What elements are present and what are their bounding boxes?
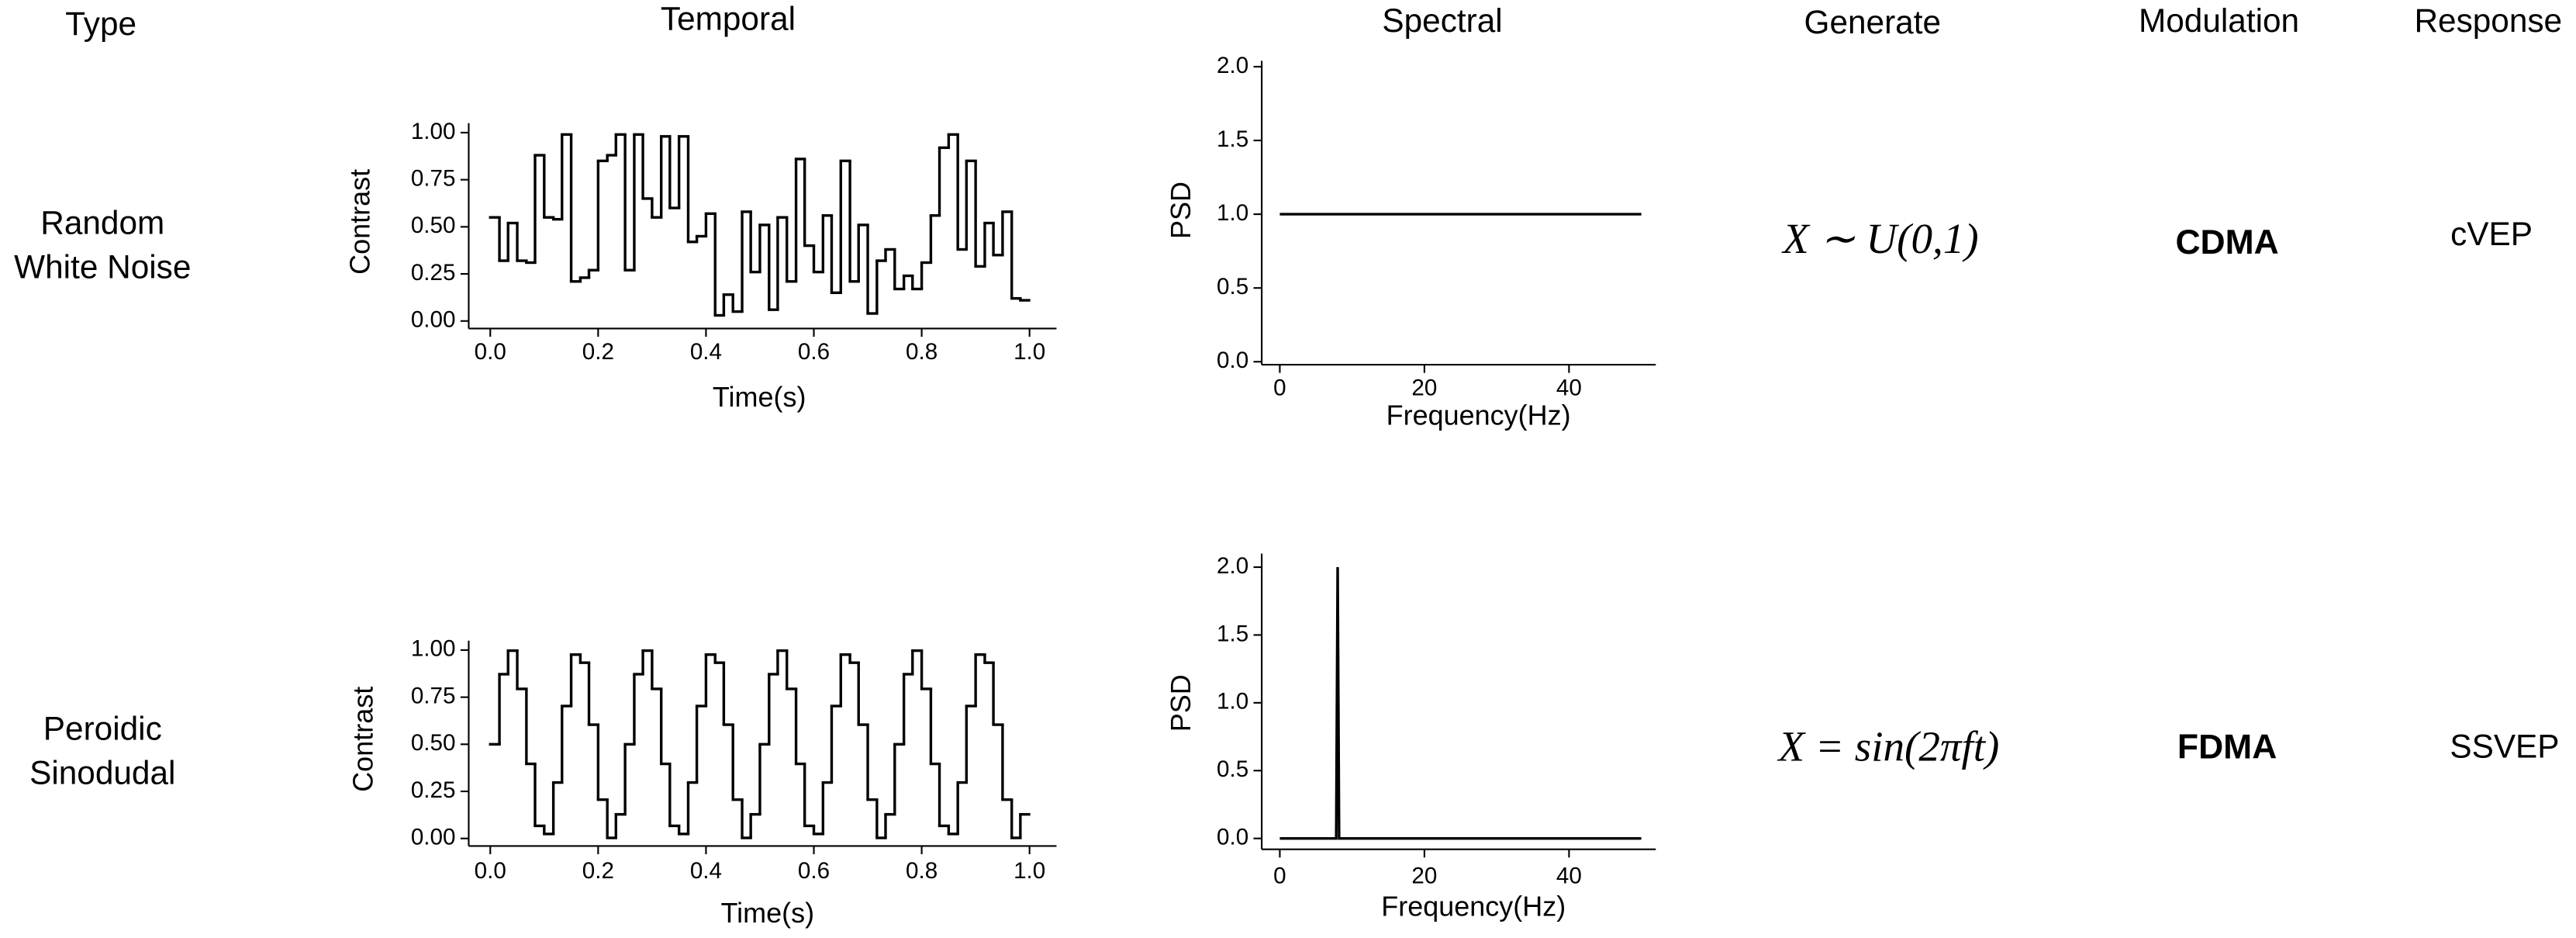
- y-tick-label: 0.50: [411, 730, 456, 756]
- y-tick-label: 2.0: [1217, 553, 1248, 579]
- x-tick-label: 0.4: [690, 858, 722, 884]
- x-axis-label: Frequency(Hz): [1381, 890, 1566, 922]
- formula: X ∼ U(0,1): [1781, 215, 1979, 262]
- x-tick-label: 1.0: [1013, 339, 1045, 365]
- y-tick-label: 0.00: [411, 825, 456, 850]
- response: cVEP: [2450, 216, 2533, 252]
- y-tick-label: 0.0: [1217, 348, 1248, 373]
- y-tick-label: 0.5: [1217, 756, 1248, 782]
- y-axis-label: Contrast: [347, 687, 379, 792]
- x-tick-label: 0.4: [690, 339, 722, 365]
- x-tick-label: 20: [1411, 863, 1437, 888]
- x-tick-label: 0.0: [475, 339, 506, 365]
- row-type: Sinodudal: [29, 755, 175, 791]
- column-header: Temporal: [661, 1, 796, 37]
- y-tick-label: 0.50: [411, 213, 456, 238]
- y-tick-label: 1.5: [1217, 126, 1248, 152]
- y-tick-label: 1.00: [411, 119, 456, 144]
- x-tick-label: 0: [1273, 863, 1286, 888]
- x-tick-label: 20: [1411, 376, 1437, 401]
- y-tick-label: 0.00: [411, 307, 456, 333]
- x-tick-label: 1.0: [1013, 858, 1045, 884]
- x-tick-label: 40: [1556, 863, 1582, 888]
- column-header: Modulation: [2139, 2, 2299, 39]
- x-tick-label: 0.8: [906, 339, 938, 365]
- y-tick-label: 0.0: [1217, 825, 1248, 850]
- x-tick-label: 0.2: [582, 858, 614, 884]
- column-header: Type: [65, 5, 136, 42]
- y-tick-label: 0.75: [411, 683, 456, 708]
- x-axis-label: Frequency(Hz): [1386, 399, 1571, 431]
- data-line: [1279, 567, 1642, 840]
- column-header: Generate: [1804, 4, 1941, 40]
- modulation: FDMA: [2177, 728, 2277, 766]
- x-tick-label: 0.6: [798, 858, 830, 884]
- x-tick-label: 0.8: [906, 858, 938, 884]
- y-tick-label: 1.0: [1217, 200, 1248, 226]
- x-tick-label: 40: [1556, 376, 1582, 401]
- y-axis-label: PSD: [1165, 674, 1196, 732]
- y-axis-label: Contrast: [344, 169, 375, 275]
- y-tick-label: 2.0: [1217, 53, 1248, 78]
- modulation: CDMA: [2175, 223, 2278, 261]
- column-header: Spectral: [1382, 2, 1502, 39]
- y-tick-label: 1.0: [1217, 689, 1248, 715]
- x-tick-label: 0.0: [475, 858, 506, 884]
- y-axis-label: PSD: [1165, 182, 1196, 239]
- y-tick-label: 0.5: [1217, 274, 1248, 299]
- y-tick-label: 1.5: [1217, 621, 1248, 646]
- formula: X = sin(2πft): [1777, 722, 2000, 770]
- y-tick-label: 0.25: [411, 777, 456, 803]
- column-header: Response: [2414, 2, 2562, 39]
- response: SSVEP: [2450, 729, 2559, 765]
- y-tick-label: 1.00: [411, 636, 456, 662]
- row-type: White Noise: [14, 248, 191, 285]
- x-axis-label: Time(s): [713, 381, 806, 413]
- y-tick-label: 0.75: [411, 165, 456, 191]
- row-type: Random: [40, 204, 164, 241]
- x-tick-label: 0.2: [582, 339, 614, 365]
- y-tick-label: 0.25: [411, 260, 456, 286]
- x-axis-label: Time(s): [721, 897, 815, 929]
- row-type: Peroidic: [43, 710, 162, 746]
- x-tick-label: 0: [1273, 376, 1286, 401]
- x-tick-label: 0.6: [798, 339, 830, 365]
